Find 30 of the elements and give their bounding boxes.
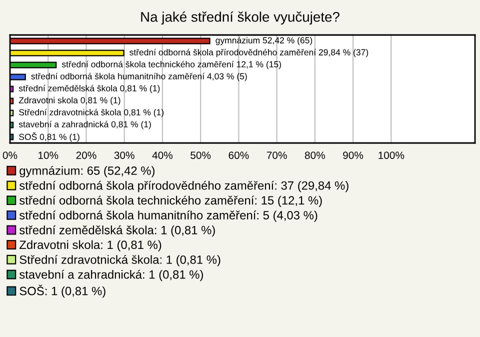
legend-label: Zdravotni skola: 1 (0,81 %) xyxy=(20,240,162,252)
data-label: stavební a zahradnická 0,81 % (1) xyxy=(18,120,151,130)
legend-label: střední odborná škola přírodovědného zaměření: 37 (29,84 %) xyxy=(19,180,348,192)
data-label: střední odborná škola přírodovědného zaměření 29,84 % (37) xyxy=(130,48,368,58)
legend-label: Střední zdravotnická škola: 1 (0,81 %) xyxy=(20,254,220,266)
legend-label: střední zemědělská škola: 1 (0,81 %) xyxy=(19,225,215,237)
x-tick-label: 10% xyxy=(38,152,58,159)
x-tick-label: 70% xyxy=(266,152,287,159)
chart-title: Na jaké střední škole vyučujete? xyxy=(141,11,340,25)
data-label: Zdravotni skola 0,81 % (1) xyxy=(18,96,120,106)
legend-label: střední odborná škola technického zaměření: 15 (12,1 %) xyxy=(19,196,322,207)
x-tick-label: 90% xyxy=(343,152,364,159)
data-label: Střední zdravotnická škola 0,81 % (1) xyxy=(19,108,164,118)
x-tick-label: 0% xyxy=(2,152,18,159)
legend-label: střední odborná škola humanitního zaměření: 5 (4,03 %) xyxy=(19,210,318,222)
x-tick-label: 100% xyxy=(378,152,404,159)
data-label: gymnázium 52,42 % (65) xyxy=(216,36,312,46)
x-tick-label: 20% xyxy=(76,152,96,159)
x-tick-label: 60% xyxy=(228,152,249,159)
x-tick-label: 50% xyxy=(190,152,211,159)
data-label: střední odborná škola humanitního zaměření 4,03 % (5) xyxy=(31,72,247,82)
legend-label: gymnázium: 65 (52,42 %) xyxy=(20,166,154,178)
data-label: SOŠ 0,81 % (1) xyxy=(19,132,80,142)
x-tick-label: 80% xyxy=(304,152,325,159)
legend-label: stavební a zahradnická: 1 (0,81 %) xyxy=(19,270,203,282)
data-label: střední zemědělská škola 0,81 % (1) xyxy=(18,84,160,94)
x-tick-label: 30% xyxy=(114,152,134,159)
data-label: střední odborná škola technického zaměření 12,1 % (15) xyxy=(62,60,281,70)
legend-label: SOŠ: 1 (0,81 %) xyxy=(20,284,106,298)
x-tick-label: 40% xyxy=(152,152,173,159)
